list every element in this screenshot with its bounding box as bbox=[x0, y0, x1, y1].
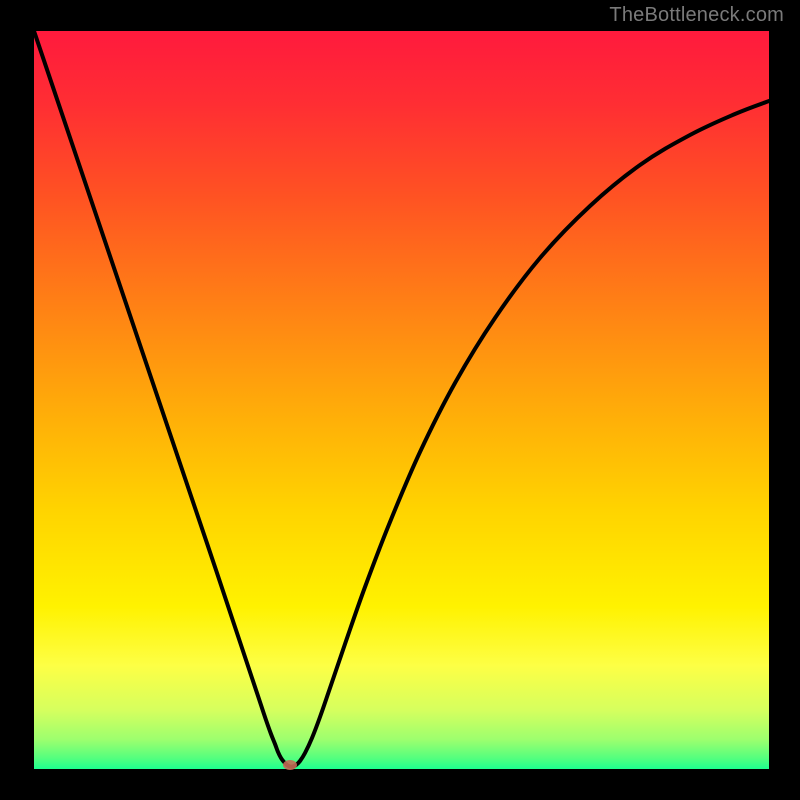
chart-plot-area bbox=[34, 31, 769, 769]
chart-container: TheBottleneck.com bbox=[0, 0, 800, 800]
bottleneck-chart bbox=[0, 0, 800, 800]
optimal-point-marker bbox=[283, 760, 297, 770]
watermark-text: TheBottleneck.com bbox=[609, 4, 784, 27]
